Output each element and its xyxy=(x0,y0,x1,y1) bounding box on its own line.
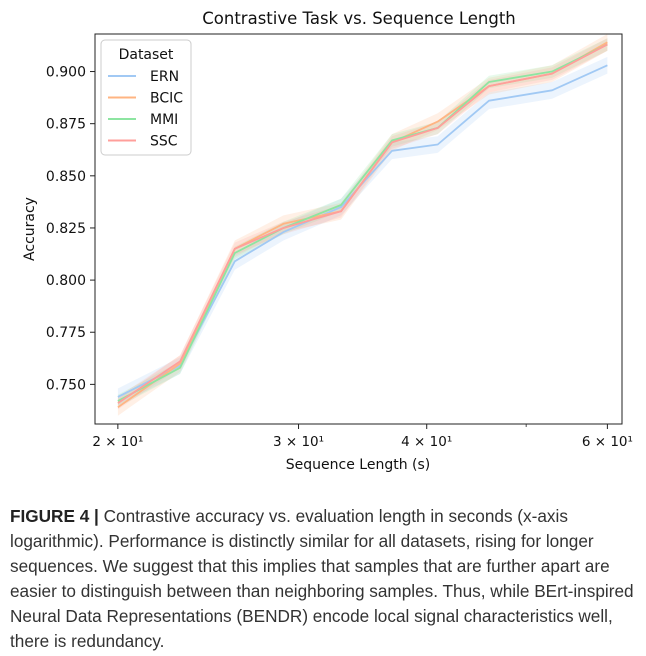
x-tick-label: 4 × 10¹ xyxy=(401,434,452,450)
x-axis-label: Sequence Length (s) xyxy=(286,457,430,473)
figure-label: FIGURE 4 | xyxy=(10,506,99,526)
figure-caption: FIGURE 4 | Contrastive accuracy vs. eval… xyxy=(10,504,638,654)
y-axis: 0.750 0.775 0.800 0.825 0.850 0.875 0.900 xyxy=(46,65,95,393)
series-lines xyxy=(117,41,608,409)
legend: Dataset ERN BCIC MMI SSC xyxy=(100,39,192,156)
line-mmi xyxy=(117,43,608,402)
y-axis-label: Accuracy xyxy=(22,197,38,261)
legend-label-ern: ERN xyxy=(150,69,179,85)
legend-frame xyxy=(100,39,192,156)
y-tick-label: 0.775 xyxy=(46,325,86,341)
chart-title: Contrastive Task vs. Sequence Length xyxy=(202,9,516,28)
legend-label-bcic: BCIC xyxy=(150,91,183,107)
y-tick-label: 0.750 xyxy=(46,377,86,393)
plot-frame xyxy=(94,33,623,425)
y-tick-label: 0.825 xyxy=(46,221,86,237)
y-tick-label: 0.850 xyxy=(46,169,86,185)
y-tick-label: 0.875 xyxy=(46,117,86,133)
legend-label-ssc: SSC xyxy=(150,134,178,150)
y-tick-label: 0.900 xyxy=(46,65,86,81)
band-bcic xyxy=(117,34,608,416)
chart: Contrastive Task vs. Sequence Length 0.7… xyxy=(22,9,633,473)
line-ern xyxy=(117,64,608,398)
y-tick-label: 0.800 xyxy=(46,273,86,289)
x-tick-label: 6 × 10¹ xyxy=(582,434,633,450)
x-tick-label: 2 × 10¹ xyxy=(92,434,143,450)
legend-label-mmi: MMI xyxy=(150,112,178,128)
x-tick-label: 3 × 10¹ xyxy=(273,434,324,450)
legend-title: Dataset xyxy=(119,47,174,63)
caption-text: Contrastive accuracy vs. evaluation leng… xyxy=(10,506,634,651)
line-ssc xyxy=(117,43,608,404)
x-axis: 2 × 10¹ 3 × 10¹ 4 × 10¹ 6 × 10¹ xyxy=(92,424,633,450)
